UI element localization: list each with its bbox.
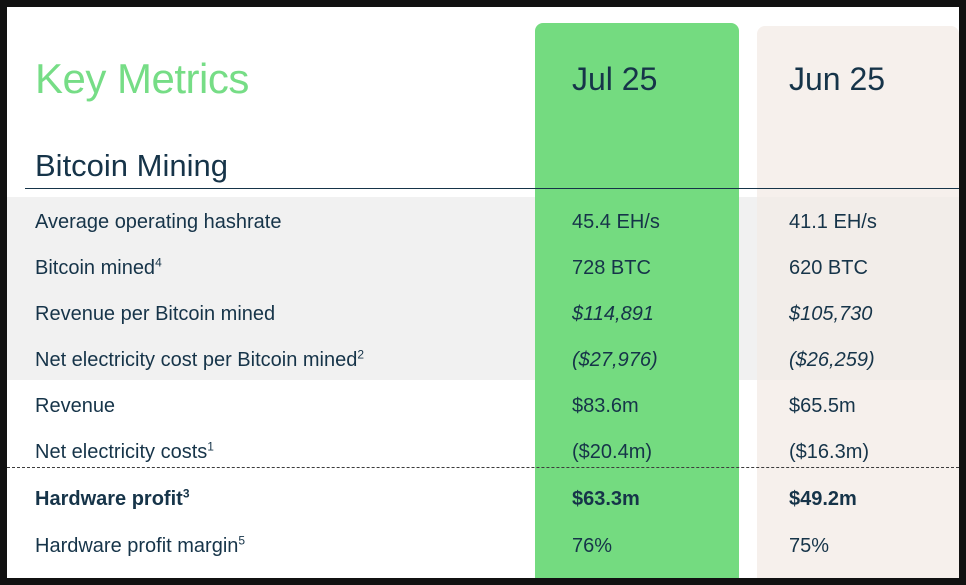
footnote-marker: 3 [182, 486, 190, 501]
footnote-marker: 4 [155, 255, 162, 270]
table-row: Net electricity cost per Bitcoin mined2 … [7, 341, 959, 381]
row-value-jul: 728 BTC [572, 257, 651, 279]
row-value-jul: $83.6m [572, 395, 639, 417]
row-value-jul: 76% [572, 535, 613, 557]
table-row: Revenue $83.6m $65.5m [7, 387, 959, 427]
row-value-jun: 620 BTC [789, 257, 868, 279]
column-header-jun: Jun 25 [789, 61, 886, 97]
row-value-jul: $63.3m [572, 488, 640, 510]
row-value-jul: ($20.4m) [572, 441, 653, 463]
row-label: Net electricity costs1 [35, 439, 214, 463]
table-row: Average operating hashrate 45.4 EH/s 41.… [7, 203, 959, 243]
row-value-jun: $49.2m [789, 488, 857, 510]
row-value-jun: 75% [789, 535, 830, 557]
jul-column-shade [535, 197, 739, 380]
row-label: Net electricity cost per Bitcoin mined2 [35, 347, 365, 371]
table-row: Hardware profit3 $63.3m $49.2m [7, 480, 959, 520]
row-value-jul: 45.4 EH/s [572, 211, 660, 233]
footnote-marker: 1 [207, 439, 214, 454]
key-metrics-panel: Key Metrics Jul 25 Jun 25 Bitcoin Mining… [7, 7, 959, 578]
row-value-jul: ($27,976) [572, 349, 658, 371]
row-value-jun: ($16.3m) [789, 441, 870, 463]
table-row: Hardware profit margin5 76% 75% [7, 527, 959, 567]
table-row: Bitcoin mined4 728 BTC 620 BTC [7, 249, 959, 289]
footnote-marker: 2 [357, 347, 365, 362]
row-value-jul: $114,891 [572, 303, 654, 325]
row-value-jun: ($26,259) [789, 349, 875, 371]
column-header-jul: Jul 25 [572, 61, 658, 97]
row-label: Revenue per Bitcoin mined [35, 303, 276, 325]
row-label: Hardware profit3 [35, 486, 190, 510]
row-label: Bitcoin mined4 [35, 255, 162, 279]
section-title: Bitcoin Mining [35, 148, 228, 183]
table-row: Net electricity costs1 ($20.4m) ($16.3m) [7, 433, 959, 473]
subtotal-divider [7, 467, 959, 468]
page-title: Key Metrics [35, 55, 249, 102]
row-label: Hardware profit margin5 [35, 533, 246, 557]
jun-column-shade [757, 197, 959, 380]
footnote-marker: 5 [238, 533, 246, 548]
table-row: Revenue per Bitcoin mined $114,891 $105,… [7, 295, 959, 335]
row-label: Average operating hashrate [35, 211, 282, 233]
row-value-jun: $65.5m [789, 395, 856, 417]
row-value-jun: 41.1 EH/s [789, 211, 877, 233]
section-divider [25, 188, 959, 189]
row-label: Revenue [35, 395, 116, 417]
row-value-jun: $105,730 [789, 303, 873, 325]
